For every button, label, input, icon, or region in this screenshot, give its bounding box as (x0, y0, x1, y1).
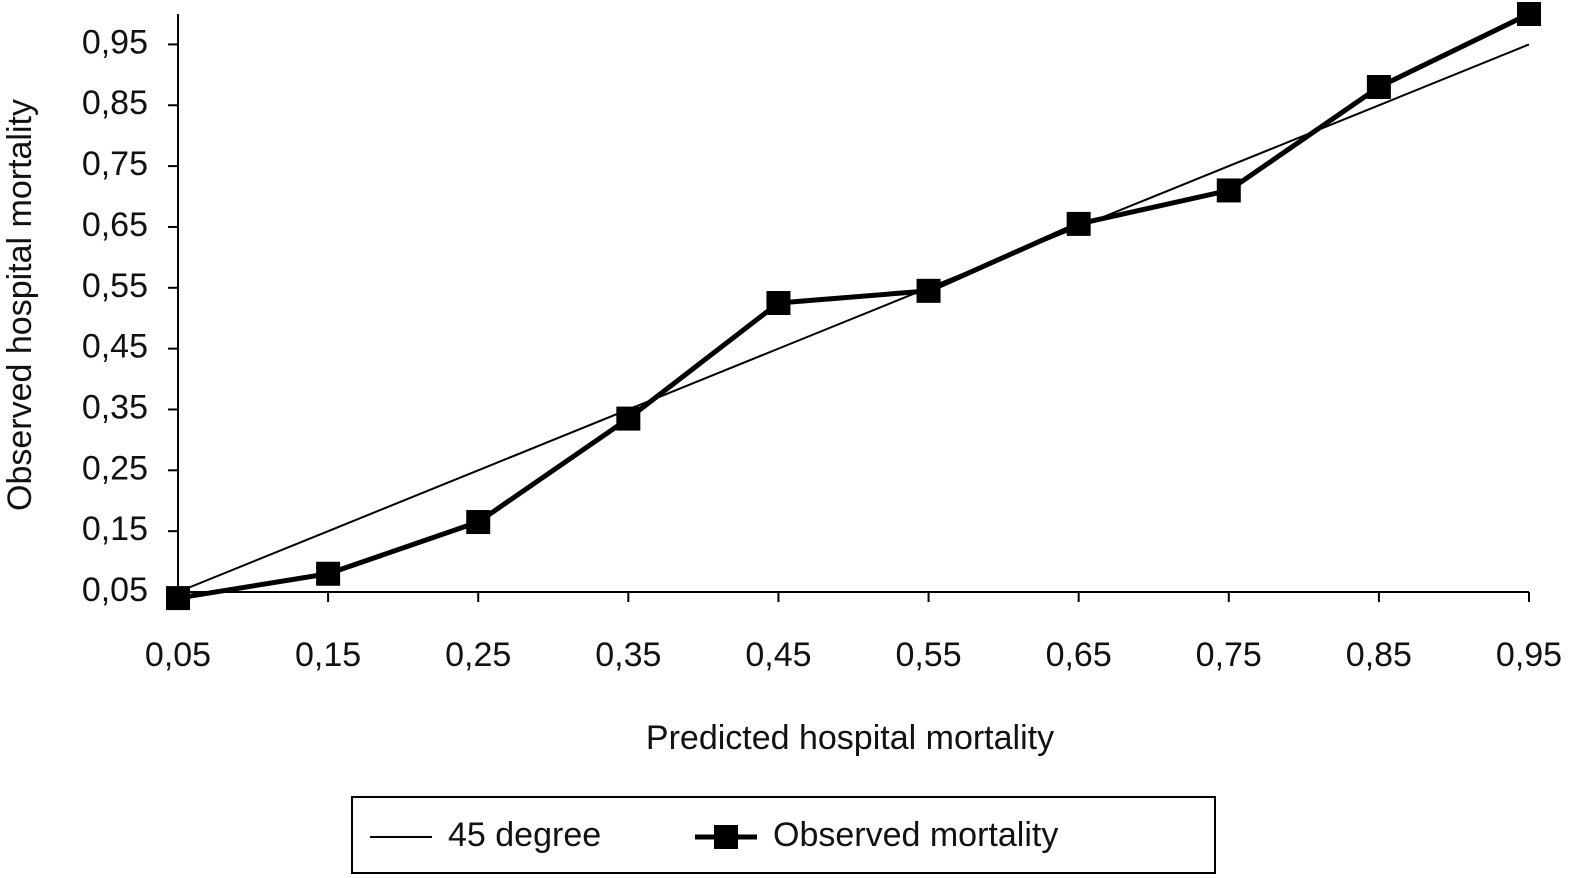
legend-box (351, 796, 1216, 874)
x-tick-label: 0,15 (295, 636, 361, 674)
y-tick-label: 0,25 (82, 449, 148, 487)
y-tick-label: 0,65 (82, 206, 148, 244)
data-point (166, 586, 190, 611)
y-tick-label: 0,85 (82, 84, 148, 122)
y-tick-label: 0,95 (82, 23, 148, 61)
series-line (177, 11, 1531, 601)
data-point (1066, 211, 1091, 236)
x-axis-label: Predicted hospital mortality (646, 719, 1054, 757)
y-tick-label: 0,35 (82, 388, 148, 426)
x-tick-label: 0,55 (895, 636, 961, 674)
legend-marker (714, 825, 738, 849)
legend-label: Observed mortality (773, 816, 1058, 854)
x-tick-label: 0,25 (445, 636, 511, 674)
legend-label: 45 degree (448, 816, 601, 854)
x-tick-label: 0,05 (145, 636, 211, 674)
data-point (916, 278, 941, 303)
x-tick-label: 0,45 (745, 636, 811, 674)
data-point (616, 406, 641, 431)
x-tick-label: 0,75 (1196, 636, 1262, 674)
y-axis-label: Observed hospital mortality (1, 99, 39, 511)
x-tick-label: 0,85 (1346, 636, 1412, 674)
y-tick-label: 0,05 (82, 571, 148, 609)
y-tick-label: 0,45 (82, 328, 148, 366)
series-line (177, 43, 1530, 593)
x-tick-label: 0,35 (595, 636, 661, 674)
x-tick-label: 0,95 (1496, 636, 1562, 674)
x-tick-label: 0,65 (1046, 636, 1112, 674)
data-point (316, 561, 341, 586)
data-point (1366, 75, 1391, 100)
y-tick-label: 0,55 (82, 267, 148, 305)
data-point (1216, 178, 1241, 203)
data-point (466, 510, 491, 535)
data-point (766, 291, 791, 315)
y-tick-label: 0,15 (82, 510, 148, 548)
y-tick-label: 0,75 (82, 145, 148, 183)
data-point (1517, 2, 1541, 26)
